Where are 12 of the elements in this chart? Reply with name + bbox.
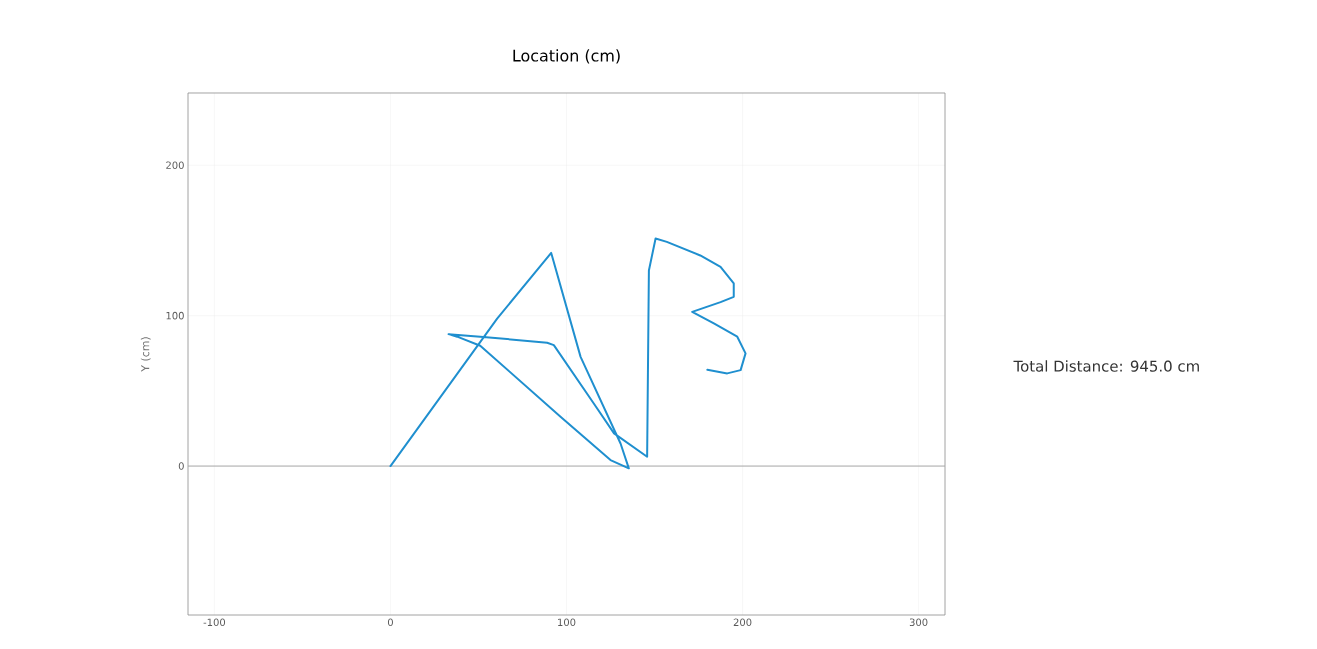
text: Total Distance: 945.0 cm <box>1013 360 1199 372</box>
x-tick-label: -100 <box>203 618 226 627</box>
y-axis-title: Y (cm) <box>140 337 151 372</box>
x-tick-label: 300 <box>909 618 928 627</box>
line-series <box>389 237 747 470</box>
x-tick-label: 0 <box>387 618 393 627</box>
chart-title: Location (cm) <box>513 49 620 64</box>
y-tick-label: 200 <box>166 161 184 169</box>
y-tick-label: 100 <box>166 311 184 320</box>
y-tick-label: 0 <box>178 462 184 470</box>
x-tick-label: 200 <box>733 618 752 627</box>
x-tick-label: 100 <box>558 618 576 627</box>
